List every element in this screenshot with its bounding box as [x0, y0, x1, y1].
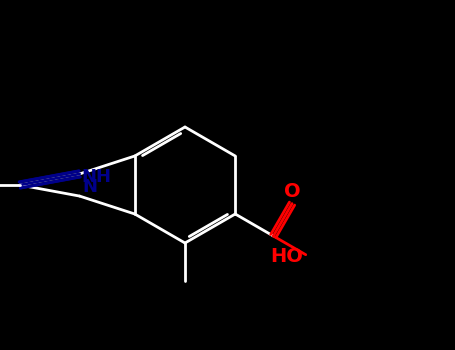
Text: HO: HO: [270, 247, 303, 266]
Text: NH: NH: [81, 168, 111, 186]
Text: N: N: [83, 178, 98, 196]
Text: O: O: [284, 182, 300, 201]
